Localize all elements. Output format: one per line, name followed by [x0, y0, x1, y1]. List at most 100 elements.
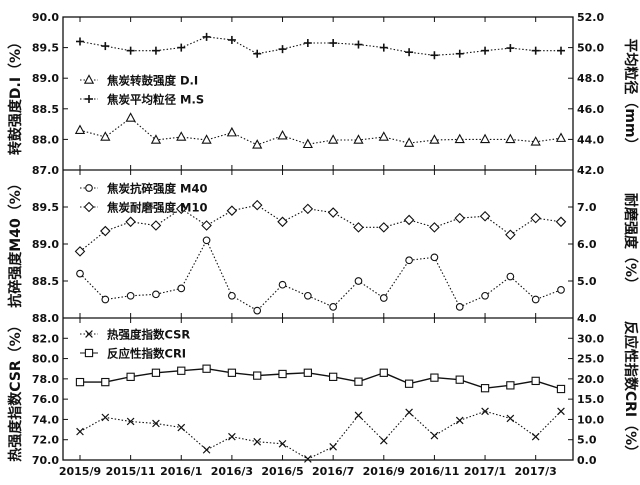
square-marker [227, 368, 237, 377]
x-marker-b [531, 432, 540, 441]
data-point [228, 291, 236, 300]
data-point [429, 134, 440, 144]
data-point [379, 294, 388, 302]
x-marker-b [101, 413, 110, 422]
circle-marker [76, 269, 84, 278]
panel-3: 热强度指数CSR（%） 反应性指数CRI（%） [7, 318, 639, 461]
data-point [506, 272, 515, 281]
left-tick-label: 88.0 [32, 312, 59, 325]
diamond-marker [226, 205, 238, 216]
diamond-marker [327, 207, 339, 218]
data-point [530, 136, 541, 146]
data-point [125, 112, 136, 122]
data-point [76, 37, 84, 46]
data-point [278, 439, 287, 448]
triangle-marker [252, 139, 263, 149]
data-point [303, 291, 312, 300]
data-point [481, 407, 489, 416]
square-marker [303, 368, 312, 377]
panel-1-plot: 87.0 88.0 88.5 89.0 89.5 90.0 42.0 44.0 46.0 48.0… [32, 11, 605, 177]
data-point [303, 368, 312, 377]
diamond-marker [83, 201, 95, 213]
left-tick-label: 76.0 [32, 393, 59, 406]
data-point [100, 225, 111, 237]
data-point [175, 203, 187, 215]
triangle-marker [378, 131, 389, 141]
legend-label: 焦炭耐磨强度 M10 [106, 201, 207, 215]
left-tick-label: 82.0 [32, 332, 59, 345]
data-point [531, 295, 540, 304]
right-tick-label: 20.0 [577, 373, 604, 386]
data-point [353, 222, 364, 233]
left-tick-label: 88.5 [32, 103, 59, 116]
data-point [329, 303, 338, 311]
legend-label: 焦炭平均粒径 M.S [106, 93, 204, 107]
data-point [403, 137, 415, 147]
right-tick-label: 7.0 [577, 201, 597, 214]
data-point [228, 432, 236, 441]
x-tick-label: 2015/9 [59, 465, 101, 478]
data-point [101, 42, 110, 51]
data-point [455, 303, 464, 311]
data-point [454, 133, 465, 144]
data-point [302, 203, 314, 215]
data-point [150, 220, 162, 231]
panel-3-plot: 70.0 72.0 74.0 76.0 78.0 80.0 82.0 0.0 5.0 10.0 15… [32, 317, 604, 467]
panel-2: 抗碎强度M40（%） 耐磨强度（%） [7, 176, 639, 307]
data-point [152, 290, 160, 299]
x-marker-b [85, 330, 93, 338]
data-point [555, 132, 567, 142]
data-point [479, 133, 491, 144]
triangle-marker [530, 136, 541, 146]
data-point [177, 284, 186, 293]
x-tick-label: 2016/3 [211, 465, 253, 478]
triangle-marker [176, 131, 187, 141]
right-tick-label: 6.0 [577, 238, 597, 251]
panel-1-left-label: 转鼓强度D.I（%） [7, 35, 24, 155]
legend-label: 焦炭抗碎强度 M40 [106, 182, 207, 196]
data-point [202, 364, 211, 373]
diamond-marker [251, 199, 263, 211]
x-marker-b [506, 414, 515, 423]
right-tick-label: 5.0 [577, 275, 597, 288]
left-tick-label: 72.0 [32, 434, 59, 447]
diamond-marker [302, 203, 314, 215]
data-point [150, 134, 162, 144]
right-tick-label: 46.0 [577, 103, 604, 116]
square-marker [404, 379, 414, 388]
x-tick-label: 2016/11 [409, 465, 459, 478]
diamond-marker [555, 216, 567, 228]
data-point [201, 134, 212, 144]
legend-marker [84, 348, 94, 358]
right-tick-label: 15.0 [577, 393, 604, 406]
data-point [277, 216, 288, 228]
data-point [202, 446, 211, 454]
data-point [353, 134, 364, 144]
square-marker [430, 373, 439, 382]
circle-marker [253, 306, 262, 315]
circle-marker [405, 256, 413, 265]
data-point [557, 286, 565, 294]
diamond-marker [378, 222, 390, 233]
square-marker [506, 381, 515, 390]
triangle-marker [226, 126, 238, 137]
circle-marker [278, 280, 287, 289]
data-point [531, 432, 540, 441]
data-point [74, 246, 86, 257]
data-point [177, 43, 186, 52]
triangle-marker [125, 112, 136, 122]
data-point [455, 49, 464, 58]
diamond-marker [479, 210, 491, 222]
circle-marker [557, 286, 565, 294]
data-point [75, 377, 85, 387]
data-point [379, 43, 388, 52]
square-marker [278, 369, 287, 379]
legend-label: 反应性指数CRI [107, 347, 186, 361]
data-point [479, 210, 491, 222]
square-marker [379, 368, 388, 377]
left-tick-label: 74.0 [32, 413, 59, 426]
left-tick-label: 88.5 [32, 275, 59, 288]
right-tick-label: 10.0 [577, 413, 604, 426]
triangle-marker [74, 124, 86, 134]
